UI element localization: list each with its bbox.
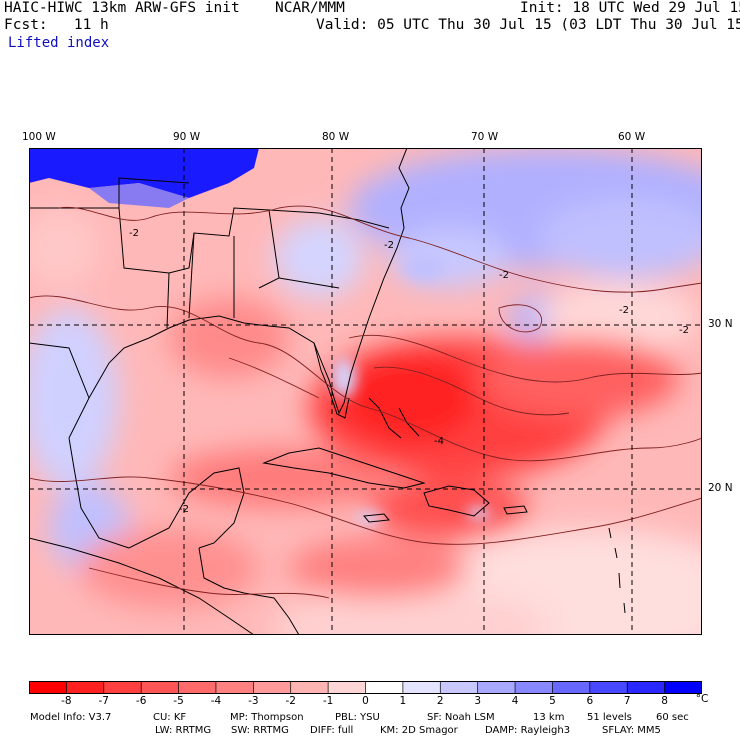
contour-label: -2 bbox=[499, 270, 509, 281]
colorbar-swatch bbox=[365, 681, 404, 694]
colorbar-tick-label: -1 bbox=[322, 695, 334, 707]
colorbar-swatch bbox=[103, 681, 142, 694]
lifted-index-map: -2 -2 -2 -2 -2 -2 -4 bbox=[29, 148, 702, 635]
coastlines bbox=[29, 148, 626, 635]
diffusion-option: DIFF: full bbox=[310, 725, 354, 736]
km-option: KM: 2D Smagor bbox=[380, 725, 458, 736]
colorbar-tick-label: -6 bbox=[135, 695, 147, 707]
colorbar-swatch bbox=[515, 681, 553, 694]
lon-label-60w: 60 W bbox=[618, 131, 646, 143]
strong-stable-region bbox=[29, 148, 259, 198]
init-time: Init: 18 UTC Wed 29 Jul 15 bbox=[520, 0, 740, 16]
colorbar-swatch bbox=[29, 681, 67, 694]
colorbar-swatch bbox=[664, 681, 702, 694]
colorbar-tick-label: 1 bbox=[399, 695, 407, 707]
colorbar-swatch bbox=[253, 681, 292, 694]
colorbar-tick-label: -8 bbox=[61, 695, 72, 707]
colorbar-tick-label: 5 bbox=[549, 695, 556, 707]
colorbar-swatch bbox=[215, 681, 254, 694]
colorbar-tick-label: 3 bbox=[474, 695, 481, 707]
contour-lines bbox=[29, 205, 702, 599]
colorbar-tick-label: 8 bbox=[661, 695, 668, 707]
lon-label-90w: 90 W bbox=[173, 131, 201, 143]
lon-label-70w: 70 W bbox=[471, 131, 499, 143]
colorbar-tick-label: -2 bbox=[285, 695, 296, 707]
grid-spacing: 13 km bbox=[533, 712, 565, 723]
damping-option: DAMP: Rayleigh3 bbox=[485, 725, 571, 736]
colorbar-swatch bbox=[141, 681, 180, 694]
contour-label: -4 bbox=[434, 436, 444, 447]
colorbar-tick-label: 0 bbox=[362, 695, 369, 707]
colorbar-tick-label: -7 bbox=[98, 695, 110, 707]
colorbar-tick-label: 4 bbox=[511, 695, 519, 707]
colorbar-swatch bbox=[477, 681, 516, 694]
colorbar-frame bbox=[29, 681, 702, 694]
microphysics-scheme: MP: Thompson bbox=[230, 712, 304, 723]
field-shading bbox=[29, 148, 702, 635]
model-version: Model Info: V3.7 bbox=[30, 712, 112, 723]
pbl-scheme: PBL: YSU bbox=[335, 712, 380, 723]
colorbar-swatch bbox=[402, 681, 441, 694]
colorbar-tick-label: -3 bbox=[248, 695, 259, 707]
time-step: 60 sec bbox=[656, 712, 689, 723]
forecast-hour: Fcst: 11 h bbox=[4, 17, 109, 33]
colorbar-tick-label: 2 bbox=[436, 695, 444, 707]
organization-label: NCAR/MMM bbox=[275, 0, 345, 16]
colorbar-swatch bbox=[66, 681, 105, 694]
colorbar bbox=[29, 681, 702, 694]
lon-label-80w: 80 W bbox=[322, 131, 350, 143]
colorbar-tick-label: 7 bbox=[623, 695, 631, 707]
lat-label-30n: 30 N bbox=[708, 318, 733, 330]
colorbar-swatch bbox=[440, 681, 479, 694]
colorbar-swatch bbox=[328, 681, 366, 694]
model-title: HAIC-HIWC 13km ARW-GFS init bbox=[4, 0, 240, 16]
colorbar-swatch bbox=[552, 681, 591, 694]
graticule bbox=[29, 148, 702, 635]
colorbar-unit: °C bbox=[695, 693, 709, 705]
lat-label-20n: 20 N bbox=[708, 482, 733, 494]
colorbar-swatch bbox=[589, 681, 628, 694]
colorbar-tick-label: 6 bbox=[586, 695, 594, 707]
colorbar-swatch bbox=[178, 681, 217, 694]
contour-label: -2 bbox=[384, 240, 394, 251]
cumulus-scheme: CU: KF bbox=[153, 712, 187, 723]
lon-label-100w: 100 W bbox=[22, 131, 56, 143]
colorbar-tick-label: -5 bbox=[173, 695, 184, 707]
field-name: Lifted index bbox=[8, 35, 110, 51]
longwave-scheme: LW: RRTMG bbox=[155, 725, 212, 736]
colorbar-tick-label: -4 bbox=[210, 695, 222, 707]
contour-label: -2 bbox=[679, 325, 689, 336]
surface-scheme: SF: Noah LSM bbox=[427, 712, 495, 723]
colorbar-swatch bbox=[627, 681, 666, 694]
map-frame bbox=[29, 148, 702, 635]
valid-time: Valid: 05 UTC Thu 30 Jul 15 (03 LDT Thu … bbox=[316, 17, 740, 33]
contour-label: -2 bbox=[129, 228, 139, 239]
vertical-levels: 51 levels bbox=[587, 712, 632, 723]
contour-label: -2 bbox=[619, 305, 629, 316]
colorbar-swatch bbox=[290, 681, 329, 694]
shortwave-scheme: SW: RRTMG bbox=[231, 725, 289, 736]
surface-layer-option: SFLAY: MM5 bbox=[602, 725, 661, 736]
